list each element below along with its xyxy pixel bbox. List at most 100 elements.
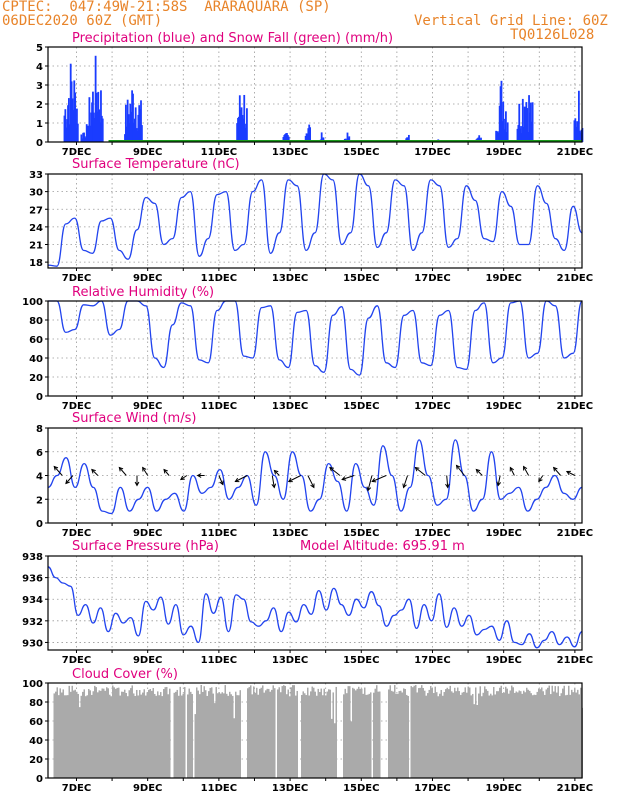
cloud-bar: [545, 689, 547, 778]
precip-bar: [502, 101, 505, 142]
cloud-bar: [56, 687, 58, 778]
cloud-bar: [253, 686, 255, 778]
cloud-bar: [461, 692, 463, 778]
cloud-bar: [368, 693, 370, 778]
precip-bar: [64, 109, 67, 142]
cloud-bar: [122, 691, 124, 778]
cloud-bar: [395, 693, 397, 778]
series-line: [47, 300, 583, 376]
header-run-date: 06DEC2020 60Z (GMT): [2, 13, 163, 29]
cloud-bar: [572, 692, 574, 778]
precip-bar: [140, 125, 143, 142]
cloud-bar: [160, 692, 162, 778]
cloud-bar: [559, 696, 561, 778]
wind-arrow-head: [538, 477, 543, 483]
cloud-bar: [323, 688, 325, 778]
cloud-bar: [334, 723, 336, 778]
cloud-bar: [481, 696, 483, 778]
x-tick-label: 21DEC: [557, 401, 593, 412]
x-tick-label: 19DEC: [485, 528, 521, 539]
cloud-bar: [565, 695, 567, 778]
cloud-bar: [361, 688, 363, 778]
cloud-bar: [286, 694, 288, 778]
x-tick-label: 17DEC: [414, 528, 450, 539]
cloud-bar: [266, 688, 268, 778]
cloud-bar: [476, 705, 478, 778]
cloud-bar: [412, 687, 414, 778]
cloud-bar: [578, 694, 580, 778]
cloud-bar: [437, 696, 439, 778]
series-line: [47, 173, 583, 267]
cloud-bar: [191, 693, 193, 778]
y-tick-label: 100: [22, 679, 43, 690]
cloud-bar: [356, 688, 358, 778]
wind-arrow-head: [142, 466, 147, 472]
cloud-bar: [67, 695, 69, 778]
cloud-bar: [329, 689, 331, 778]
wind-arrow-head: [273, 469, 279, 475]
wind-arrow: [415, 467, 426, 476]
wind-arrow-head: [329, 466, 334, 472]
cloud-bar: [533, 694, 535, 778]
cloud-bar: [535, 694, 537, 778]
cloud-bar: [88, 688, 90, 778]
x-tick-label: 15DEC: [343, 528, 379, 539]
wind-arrow: [538, 475, 544, 482]
cloud-bar: [319, 692, 321, 778]
cloud-bar: [335, 686, 337, 778]
cloud-bar: [290, 687, 292, 778]
cloud-bar: [278, 687, 280, 778]
panel-frame: [47, 300, 583, 397]
cloud-bar: [347, 686, 349, 778]
wind-arrow-head: [523, 465, 528, 471]
cloud-bar: [206, 695, 208, 778]
cloud-bar: [166, 686, 168, 778]
cloud-bar: [346, 693, 348, 778]
cloud-bar: [425, 695, 427, 778]
x-tick-label: 15DEC: [343, 401, 379, 412]
wind-arrow-head: [445, 483, 450, 489]
y-tick-label: 936: [22, 574, 43, 585]
cloud-bar: [250, 685, 252, 778]
cloud-bar: [97, 692, 99, 778]
wind-arrow-head: [271, 483, 277, 489]
header-grid-line: Vertical Grid Line: 60Z: [414, 13, 608, 29]
panel-frame: [47, 173, 583, 269]
precip-series: [63, 55, 584, 143]
cloud-bar: [463, 691, 465, 778]
y-tick-label: 18: [29, 258, 43, 269]
cloud-bar: [503, 692, 505, 778]
cloud-bar: [547, 687, 549, 778]
precip-bar: [134, 107, 137, 142]
cloud-bar: [544, 694, 546, 778]
x-tick-label: 21DEC: [557, 783, 593, 794]
precip-bar: [88, 97, 91, 142]
cloud-bar: [127, 696, 129, 778]
cloud-bar: [568, 685, 570, 778]
y-tick-label: 30: [29, 188, 43, 199]
cloud-bar: [136, 689, 138, 778]
cloud-bar: [268, 688, 270, 778]
x-tick-label: 7DEC: [62, 147, 91, 158]
cloud-bar: [574, 688, 576, 778]
cloud-bar: [289, 696, 291, 778]
x-tick-label: 21DEC: [557, 528, 593, 539]
x-tick-label: 17DEC: [414, 147, 450, 158]
cloud-bar: [413, 685, 415, 778]
wind-arrow: [65, 475, 74, 484]
cloud-bar: [482, 692, 484, 778]
cloud-bar: [479, 686, 481, 778]
cloud-bar: [355, 690, 357, 778]
series-line: [47, 439, 583, 515]
cloud-bar: [101, 688, 103, 778]
x-tick-label: 15DEC: [343, 147, 379, 158]
precip-bar: [124, 104, 127, 142]
x-tick-label: 15DEC: [343, 783, 379, 794]
wind-arrow-head: [565, 470, 571, 476]
precip-bar: [500, 80, 503, 142]
wind-arrow-head: [475, 468, 481, 474]
cloud-bar: [125, 693, 127, 778]
cloud-bar: [376, 685, 378, 778]
wind-arrow-head: [310, 483, 315, 489]
cloud-bar: [388, 689, 390, 778]
